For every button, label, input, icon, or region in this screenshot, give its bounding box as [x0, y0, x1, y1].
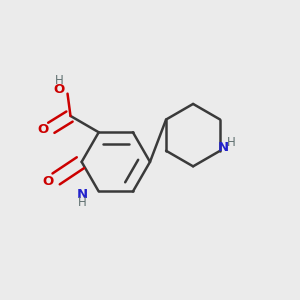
Text: N: N — [218, 141, 229, 154]
Text: H: H — [78, 196, 87, 209]
Text: O: O — [43, 175, 54, 188]
Text: N: N — [77, 188, 88, 201]
Text: H: H — [55, 74, 64, 87]
Text: O: O — [37, 123, 49, 136]
Text: O: O — [54, 83, 65, 96]
Text: H: H — [227, 136, 236, 149]
